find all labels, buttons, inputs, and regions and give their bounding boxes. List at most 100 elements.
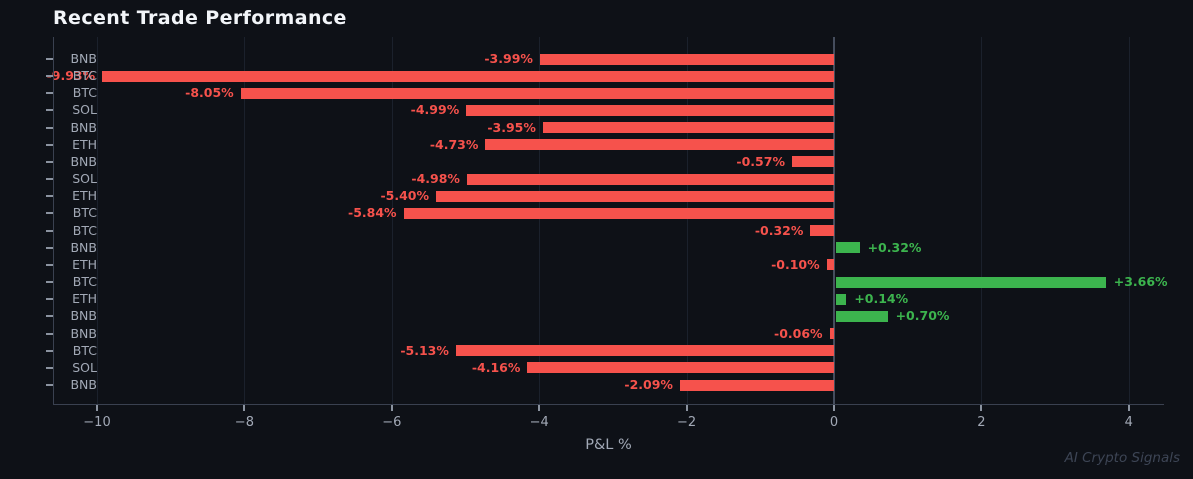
bar-value-label: -4.98% [411, 171, 460, 187]
y-tick-mark [46, 366, 53, 369]
gridline [686, 37, 688, 404]
y-tick-label: BTC [72, 205, 97, 221]
bar [455, 345, 834, 357]
bar [826, 259, 834, 271]
bar-value-label: -5.40% [380, 188, 430, 204]
y-tick-mark [46, 315, 53, 318]
gridline [1128, 37, 1130, 404]
y-tick-label: BNB [70, 308, 97, 324]
x-tick-label: −8 [234, 415, 254, 430]
bar-value-label: -8.05% [185, 85, 234, 101]
x-tick-mark [243, 404, 246, 411]
x-tick-label: −6 [382, 415, 402, 430]
y-tick-label: SOL [72, 171, 97, 187]
bar [485, 139, 834, 151]
x-axis-label: P&L % [585, 437, 632, 453]
bar-value-label: -3.95% [487, 119, 536, 135]
y-tick-label: BNB [70, 51, 97, 66]
y-tick-label: BNB [70, 239, 97, 255]
x-tick-label: 0 [829, 415, 839, 430]
y-tick-label: BTC [72, 68, 97, 84]
y-tick-label: SOL [72, 359, 97, 375]
bar-value-label: -4.16% [471, 359, 521, 375]
chart-title: Recent Trade Performance [53, 7, 347, 29]
x-tick-label: −10 [83, 415, 111, 430]
y-tick-label: SOL [72, 102, 97, 118]
y-tick-label: ETH [72, 188, 97, 204]
bar-value-label: -5.13% [400, 342, 449, 358]
x-tick-mark [390, 404, 393, 411]
x-tick-label: −4 [529, 415, 549, 430]
x-tick-label: 4 [1124, 415, 1133, 430]
y-tick-mark [46, 75, 53, 78]
x-tick-mark [833, 404, 835, 411]
y-axis-spine [53, 37, 54, 404]
y-tick-label: ETH [72, 291, 97, 307]
bar-value-label: -2.09% [624, 377, 673, 393]
bar [679, 379, 834, 391]
y-tick-label: BTC [72, 274, 97, 290]
bar [466, 173, 834, 185]
bar [829, 328, 834, 340]
bar-value-label: -9.93% [46, 68, 96, 84]
x-tick-mark [538, 404, 541, 411]
bar [539, 53, 834, 65]
y-tick-mark [46, 58, 53, 60]
bar-value-label: +0.32% [867, 239, 922, 255]
y-tick-label: BTC [72, 85, 97, 101]
y-tick-mark [46, 143, 53, 146]
y-tick-mark [46, 332, 53, 335]
bar-value-label: -0.10% [771, 256, 820, 272]
bar [542, 122, 834, 134]
bar-value-label: +3.66% [1113, 274, 1168, 290]
y-tick-label: BTC [72, 342, 97, 358]
y-tick-mark [46, 263, 53, 266]
watermark: AI Crypto Signals [1064, 450, 1180, 466]
zero-gridline [833, 37, 835, 404]
gridline [981, 37, 983, 404]
y-tick-mark [46, 126, 53, 129]
bar-value-label: -0.06% [774, 325, 823, 341]
x-tick-mark [980, 404, 983, 411]
y-tick-mark [46, 195, 53, 198]
bar-value-label: -3.99% [484, 51, 533, 66]
bar [836, 242, 860, 254]
y-tick-mark [46, 92, 53, 95]
y-tick-label: ETH [72, 136, 97, 152]
bar [527, 362, 834, 374]
x-tick-mark [1127, 404, 1130, 411]
x-tick-mark [96, 404, 98, 411]
bar [403, 207, 834, 219]
y-tick-mark [46, 178, 53, 181]
x-axis-spine [53, 404, 1164, 405]
bar [436, 190, 834, 202]
bar [836, 276, 1106, 288]
y-tick-label: BNB [70, 119, 97, 135]
y-tick-mark [46, 160, 53, 163]
bar [810, 225, 834, 237]
plot-area: -3.99% -9.93% -8.05% -4.99% -3.95% -4.73% -0.5… [46, 37, 1168, 430]
bar-value-label: -4.99% [410, 102, 460, 118]
x-tick-mark [685, 404, 688, 411]
bar [466, 104, 834, 116]
x-tick-label: 2 [977, 415, 986, 430]
y-tick-mark [46, 349, 53, 352]
bar [240, 87, 834, 99]
bar-value-label: +0.14% [854, 291, 909, 307]
bar [102, 70, 834, 82]
y-tick-label: BTC [72, 222, 97, 238]
y-tick-mark [46, 229, 53, 232]
bar [791, 156, 834, 168]
gridline [391, 37, 393, 404]
y-tick-mark [46, 109, 53, 112]
y-tick-mark [46, 281, 53, 284]
gridline [539, 37, 541, 404]
gridline [97, 37, 98, 404]
y-tick-mark [46, 384, 53, 387]
y-tick-label: BNB [70, 377, 97, 393]
bar-value-label: -5.84% [348, 205, 397, 221]
bar-value-label: -0.32% [754, 222, 804, 238]
y-tick-mark [46, 246, 53, 249]
bar-value-label: +0.70% [895, 308, 950, 324]
